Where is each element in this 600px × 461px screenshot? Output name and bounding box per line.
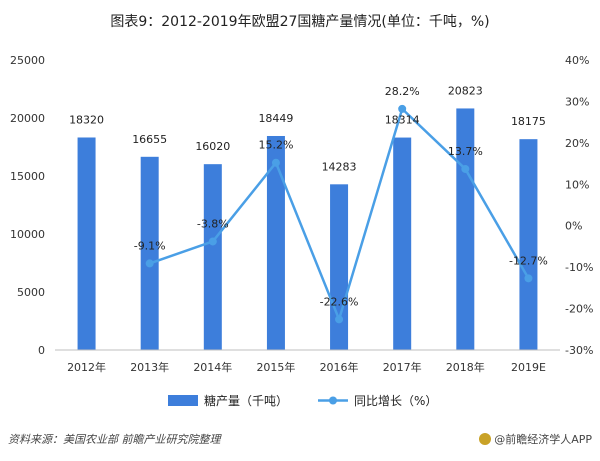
growth-value-labels: -9.1% -3.8% 15.2% -22.6% 28.2% 13.7% -12.7% [134, 85, 548, 308]
left-tick-label: 0 [38, 344, 45, 357]
right-tick-label: 40% [565, 54, 589, 67]
x-tick-label: 2015年 [256, 360, 295, 374]
source-note: 资料来源：美国农业部 前瞻产业研究院整理 [8, 433, 221, 446]
legend: 糖产量（千吨） 同比增长（%） [168, 393, 437, 408]
bar [266, 135, 285, 350]
growth-point [208, 237, 217, 246]
growth-value-label: -9.1% [134, 239, 166, 252]
growth-point [145, 259, 154, 268]
growth-value-label: 13.7% [448, 145, 483, 158]
x-tick-label: 2017年 [383, 360, 422, 374]
bar-value-labels: 18320 16655 16020 18449 14283 18314 20823 18175 [69, 84, 546, 173]
growth-value-label: -12.7% [509, 254, 548, 267]
brand-logo-icon [479, 433, 492, 445]
x-tick-label: 2018年 [446, 360, 485, 374]
left-tick-label: 20000 [10, 112, 45, 125]
brand-credit: @前瞻经济学人APP [479, 431, 592, 447]
growth-value-label: 15.2% [258, 139, 293, 152]
bar [456, 108, 475, 350]
right-tick-label: 20% [565, 137, 589, 150]
left-tick-label: 25000 [10, 54, 45, 67]
bar [330, 184, 349, 350]
bar-value-label: 16655 [132, 133, 167, 146]
bar-value-label: 18175 [511, 115, 546, 128]
x-tick-label: 2016年 [320, 360, 359, 374]
x-tick-label: 2013年 [130, 360, 169, 374]
right-tick-label: -20% [565, 303, 593, 316]
bar-value-label: 20823 [448, 84, 483, 97]
right-tick-label: -30% [565, 344, 593, 357]
brand-text: @前瞻经济学人APP [494, 433, 592, 446]
growth-point [335, 315, 344, 324]
growth-value-label: -22.6% [320, 295, 359, 308]
right-tick-label: 0% [565, 220, 582, 233]
bar-value-label: 14283 [322, 160, 357, 173]
x-tick-label: 2019E [511, 361, 546, 374]
right-tick-label: -10% [565, 261, 593, 274]
x-axis-ticks: 2012年 2013年 2014年 2015年 2016年 2017年 2018年 2019E [67, 360, 546, 374]
legend-line-marker [329, 396, 337, 405]
left-axis-ticks: 0 5000 10000 15000 20000 25000 [10, 54, 45, 357]
chart-title: 图表9：2012-2019年欧盟27国糖产量情况(单位：千吨，%) [110, 14, 489, 30]
growth-point [398, 104, 407, 113]
right-tick-label: 30% [565, 95, 589, 108]
growth-point [524, 274, 533, 283]
legend-line-label: 同比增长（%） [354, 394, 437, 408]
bar-series [77, 108, 538, 350]
left-tick-label: 10000 [10, 228, 45, 241]
bar [203, 164, 222, 350]
bar-value-label: 16020 [195, 140, 230, 153]
left-tick-label: 5000 [17, 286, 45, 299]
x-tick-label: 2014年 [193, 360, 232, 374]
growth-point [271, 158, 280, 167]
bar-value-label: 18314 [385, 114, 420, 127]
x-tick-label: 2012年 [67, 360, 106, 374]
left-tick-label: 15000 [10, 170, 45, 183]
bar-value-label: 18449 [258, 112, 293, 125]
bar [140, 156, 159, 350]
bar [77, 137, 96, 350]
bar [393, 137, 412, 350]
right-tick-label: 10% [565, 178, 589, 191]
right-axis-ticks: -30% -20% -10% 0% 10% 20% 30% 40% [565, 54, 593, 357]
legend-bar-label: 糖产量（千吨） [204, 393, 288, 408]
growth-point [461, 164, 470, 173]
bar-value-label: 18320 [69, 113, 104, 126]
growth-value-label: -3.8% [197, 217, 229, 230]
bar [519, 139, 538, 350]
growth-value-label: 28.2% [385, 85, 420, 98]
growth-line-series [145, 104, 533, 324]
legend-bar-swatch [168, 395, 198, 406]
